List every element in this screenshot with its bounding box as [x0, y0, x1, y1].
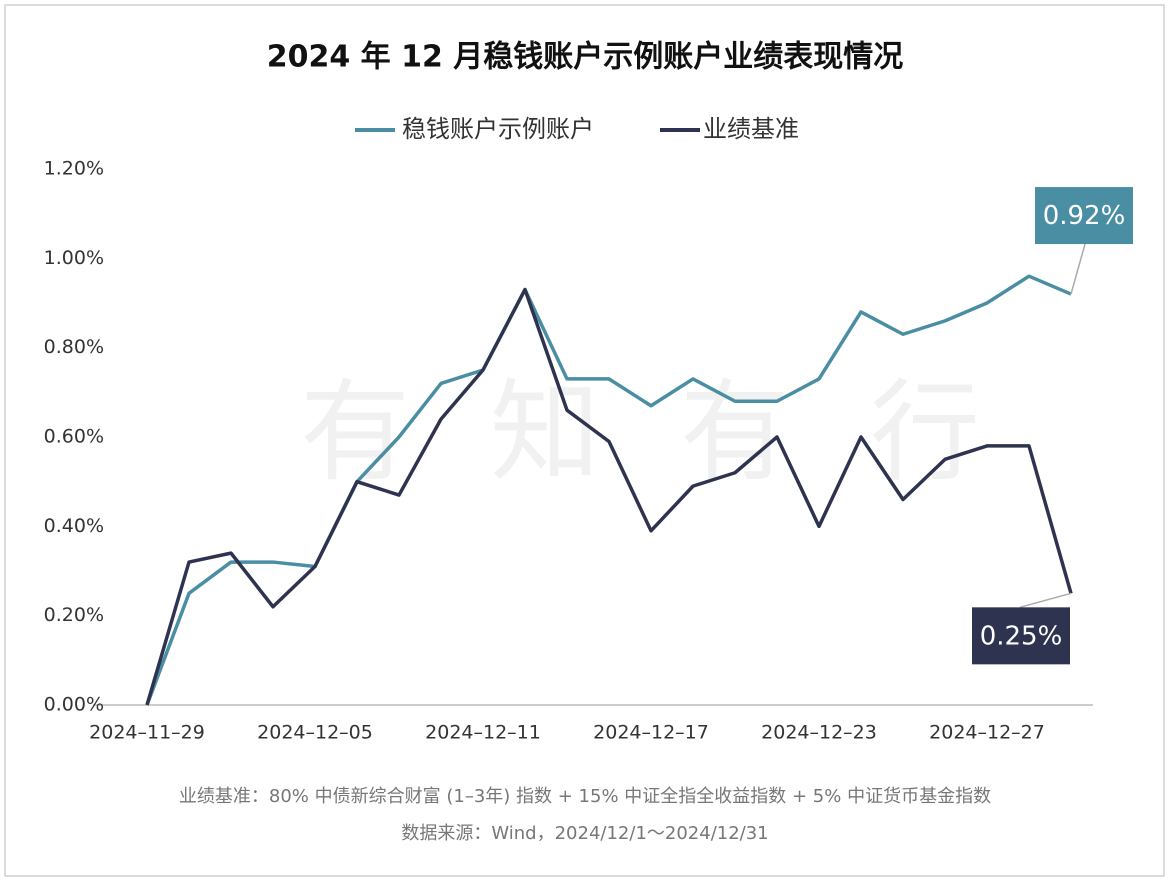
legend-label: 业绩基准: [703, 115, 799, 143]
y-tick-label: 0.00%: [44, 694, 104, 716]
note: 数据来源：Wind，2024/12/1～2024/12/31: [401, 823, 768, 844]
x-tick-label: 2024–11–29: [89, 722, 205, 744]
y-tick-label: 0.40%: [44, 515, 104, 537]
y-tick-label: 0.20%: [44, 604, 104, 626]
leader-line: [1019, 592, 1072, 609]
y-tick-label: 0.80%: [44, 336, 104, 358]
data-label: 0.92%: [1043, 201, 1126, 231]
x-tick-label: 2024–12–23: [761, 722, 877, 744]
callout-box: [972, 607, 1070, 665]
data-label: 0.25%: [980, 621, 1063, 651]
leader-line: [1070, 243, 1086, 295]
x-tick-label: 2024–12–05: [257, 722, 373, 744]
x-tick-label: 2024–12–27: [929, 722, 1045, 744]
legend-label: 稳钱账户示例账户: [402, 115, 594, 143]
callout-box: [1035, 187, 1133, 245]
y-tick-label: 0.60%: [44, 426, 104, 448]
note: 业绩基准：80% 中债新综合财富 (1–3年) 指数 + 15% 中证全指全收益…: [179, 786, 991, 807]
x-tick-label: 2024–12–17: [593, 722, 709, 744]
x-tick-label: 2024–12–11: [425, 722, 541, 744]
chart-title: 2024 年 12 月稳钱账户示例账户业绩表现情况: [267, 40, 904, 75]
y-tick-label: 1.00%: [44, 247, 104, 269]
series-line: [145, 287, 1073, 706]
frame: [4, 4, 1165, 877]
y-tick-label: 1.20%: [44, 158, 104, 180]
series-line: [145, 274, 1072, 706]
